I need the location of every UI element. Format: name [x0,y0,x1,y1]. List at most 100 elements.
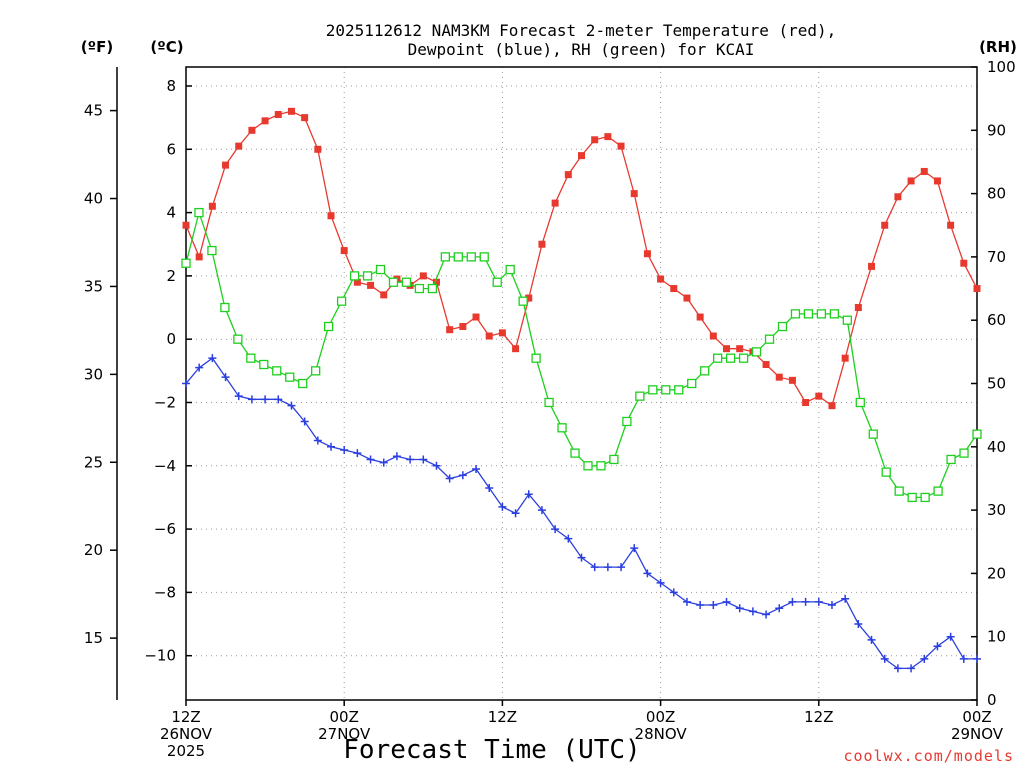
relative-humidity-point [427,283,438,294]
2-meter-temperature-point [485,332,493,340]
relative-humidity-point [272,366,282,376]
relative-humidity-point [790,309,801,319]
dewpoint-point [577,553,586,562]
dewpoint-point [643,569,652,578]
tick-label-fahrenheit: 15 [84,629,103,647]
tick-label-rh: 70 [987,248,1006,266]
2-meter-temperature-point [512,345,520,353]
dewpoint-point [392,452,401,461]
relative-humidity-point [829,309,840,319]
dewpoint-point [221,373,230,382]
tick-label-x: 00Z [646,708,675,726]
relative-humidity-point [544,397,554,408]
relative-humidity-point [907,492,917,503]
dewpoint-point [959,654,968,663]
tick-label-rh: 30 [987,501,1006,519]
tick-label-celsius: 6 [166,140,176,158]
2-meter-temperature-point [419,272,427,280]
relative-humidity-point [648,385,658,395]
dewpoint-point [340,445,349,454]
relative-humidity-point [466,252,476,262]
dewpoint-point [907,664,916,673]
2-meter-temperature-point [617,142,625,150]
dewpoint-point [208,354,217,363]
tick-label-celsius: 2 [166,267,176,285]
2-meter-temperature-point [446,326,454,334]
dewpoint-point [234,392,243,401]
relative-humidity-point [700,366,710,376]
tick-label-x: 26NOV [160,725,213,743]
2-meter-temperature-point [248,126,256,134]
chart-title-line2: Dewpoint (blue), RH (green) for KCAI [408,40,755,59]
dewpoint-point [551,525,560,534]
dewpoint-point [973,654,981,663]
dewpoint-point [564,534,573,543]
relative-humidity-point [609,454,619,465]
2-meter-temperature-point [762,361,770,369]
2-meter-temperature-point [815,392,823,400]
2-meter-temperature-point [907,177,915,185]
2-meter-temperature-point [854,304,862,312]
2-meter-temperature-point [367,281,375,289]
relative-humidity-point [894,486,904,496]
tick-label-x: 12Z [171,708,200,726]
2-meter-temperature-point [643,250,651,258]
2-meter-temperature-point [432,278,440,286]
tick-label-rh: 0 [987,691,997,709]
dewpoint-point [313,436,322,445]
dewpoint-point [445,474,454,483]
dewpoint-point [353,449,362,458]
relative-humidity-point [362,271,373,281]
dewpoint-point [867,635,876,644]
relative-humidity-point [246,353,256,363]
dewpoint-point [419,455,428,464]
2-meter-temperature-point [182,221,190,229]
relative-humidity-point [868,429,878,439]
tick-label-fahrenheit: 35 [84,277,103,295]
relative-humidity-point [323,321,334,332]
relative-humidity-point [349,271,360,281]
dewpoint-point [247,395,256,404]
2-meter-temperature-point [933,177,941,185]
relative-humidity-point [336,296,347,306]
tick-label-x: 2025 [167,742,205,760]
relative-humidity-point [635,391,645,401]
tick-label-rh: 90 [987,121,1006,139]
dewpoint-point [735,604,744,613]
dewpoint-point [498,502,507,511]
2-meter-temperature-point [578,152,585,160]
2-meter-temperature-point [327,212,335,220]
relative-humidity-point [285,372,295,382]
dewpoint-point [630,544,639,553]
rh-unit-label: (RH) [979,38,1017,56]
2-meter-temperature-point [380,291,388,299]
chart-title-line1: 2025112612 NAM3KM Forecast 2-meter Tempe… [326,21,837,40]
tick-label-celsius: 8 [166,77,176,95]
tick-label-rh: 100 [987,58,1016,76]
dewpoint-point [366,455,375,464]
dewpoint-point [524,490,533,499]
relative-humidity-point [881,467,891,477]
relative-humidity-point [220,302,230,313]
credit-link[interactable]: coolwx.com/models [843,747,1014,765]
relative-humidity-point [972,429,982,439]
dewpoint-point [590,563,599,572]
tick-label-rh: 40 [987,438,1006,456]
dewpoint-point [458,471,467,480]
tick-label-rh: 10 [987,628,1006,646]
relative-humidity-point [777,321,788,332]
dewpoint-point [406,455,415,464]
dewpoint-point [182,379,190,388]
relative-humidity-point [725,353,736,363]
tick-label-x: 00Z [330,708,359,726]
celsius-unit-label: (ºC) [150,38,183,56]
relative-humidity-point [738,353,749,363]
dewpoint-point [801,597,810,606]
dewpoint-point [893,664,902,673]
2-meter-temperature-point [709,332,717,340]
tick-label-fahrenheit: 40 [84,190,103,208]
dewpoint-point [485,483,494,492]
dewpoint-point [814,597,823,606]
dewpoint-point [880,654,889,663]
